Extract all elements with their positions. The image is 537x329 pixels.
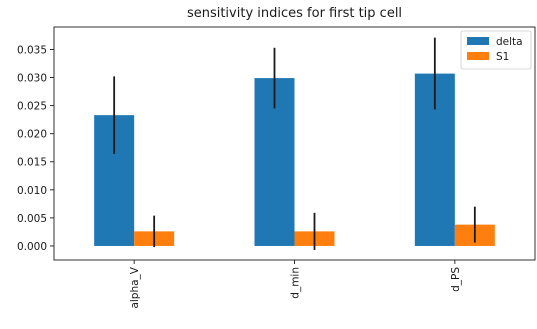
legend-swatch-s1	[467, 52, 489, 60]
chart-title: sensitivity indices for first tip cell	[187, 6, 402, 21]
legend-label-delta: delta	[496, 36, 523, 48]
y-tick-label: 0.015	[17, 157, 47, 169]
x-tick-label: alpha_V	[129, 266, 141, 308]
legend-swatch-delta	[467, 37, 489, 45]
plot-area: 0.000 0.005 0.010 0.015 0.020 0.025 0.030 0.035…	[17, 26, 536, 309]
x-tick-label: d_PS	[450, 267, 462, 292]
y-tick-label: 0.010	[17, 185, 47, 197]
y-tick-label: 0.035	[17, 44, 47, 56]
y-tick-label: 0.005	[17, 213, 47, 225]
y-tick-label: 0.030	[17, 73, 47, 85]
legend: delta S1	[460, 30, 532, 70]
y-tick-label: 0.000	[17, 241, 47, 253]
x-tick-label: d_min	[290, 267, 302, 299]
legend-label-s1: S1	[496, 51, 509, 63]
y-tick-label: 0.025	[17, 101, 47, 113]
y-tick-label: 0.020	[17, 129, 47, 141]
